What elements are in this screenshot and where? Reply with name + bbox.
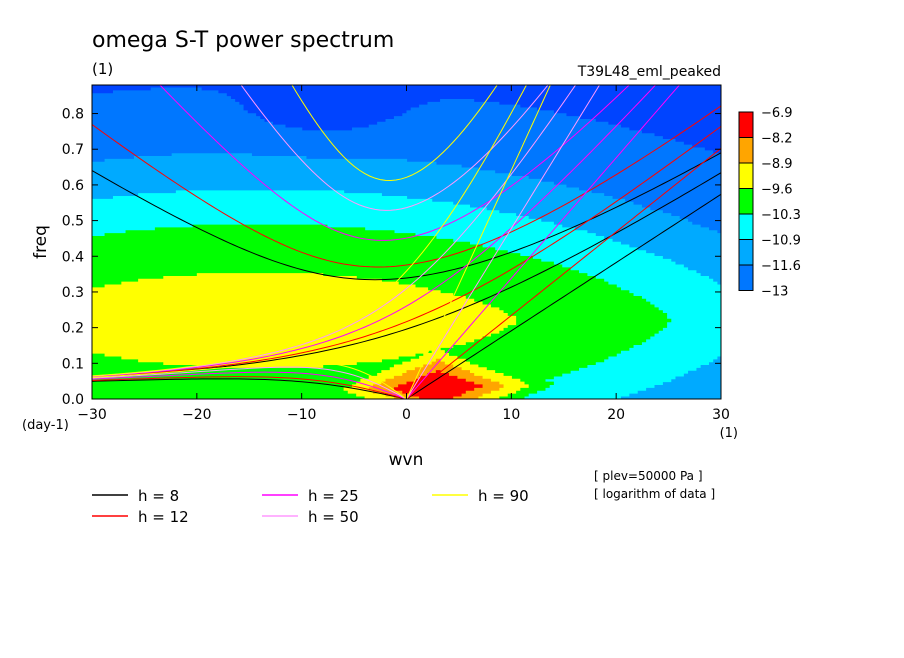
y-tick-label: 0.5	[62, 214, 84, 230]
x-tick-label: 30	[712, 407, 730, 423]
colorbar-level-label: −11.6	[761, 259, 801, 274]
colorbar-swatch	[738, 188, 754, 215]
y-tick-label: 0.3	[62, 285, 84, 301]
colorbar-level-label: −13	[761, 285, 788, 300]
y-tick-label: 0.0	[62, 392, 84, 408]
y-tick-label: 0.8	[62, 107, 84, 123]
legend-label-h25: h = 25	[308, 487, 359, 505]
dispersion-curve-h90-2	[291, 85, 498, 181]
dispersion-curve-h25-2	[159, 85, 630, 241]
note-plev: [ plev=50000 Pa ]	[594, 469, 703, 483]
colorbar-level-label: −10.3	[761, 208, 801, 223]
colorbar-level-label: −9.6	[761, 183, 793, 198]
colorbar-level-label: −8.2	[761, 132, 793, 147]
dispersion-curve-h8-3	[92, 378, 407, 399]
dispersion-curve-h50-3	[92, 366, 407, 399]
legend: h = 8 h = 12 h = 25 h = 50 h = 90	[92, 487, 529, 526]
dispersion-curve-h50-1	[92, 85, 577, 377]
x-tick-label: 10	[502, 407, 520, 423]
dispersion-curve-h12-3	[92, 376, 407, 399]
colorbar: −6.9 −8.2 −8.9 −9.6 −10.3 −10.9 −11.6 −13	[738, 106, 801, 300]
chart-subtitle: (1)	[92, 60, 113, 78]
y-tick-label: 0.4	[62, 249, 84, 265]
legend-label-h50: h = 50	[308, 508, 359, 526]
y-unit-label: (day-1)	[22, 418, 69, 433]
chart-title: omega S-T power spectrum	[92, 28, 394, 53]
colorbar-swatch	[738, 264, 754, 291]
x-tick-label: 0	[402, 407, 411, 423]
dispersion-curve-h25-0	[406, 85, 681, 399]
colorbar-swatch	[738, 239, 754, 266]
plot-area	[92, 85, 721, 399]
contour-layers	[92, 87, 721, 399]
colorbar-swatch	[738, 137, 754, 164]
dispersion-curve-h50-2	[240, 85, 549, 211]
y-tick-label: 0.6	[62, 178, 84, 194]
colorbar-level-label: −6.9	[761, 106, 793, 121]
colorbar-swatch	[738, 213, 754, 240]
x-axis-label: wvn	[389, 450, 424, 470]
dispersion-curve-h12-0	[406, 147, 721, 399]
x-axis: −30 −20 −10 0 10 20 30	[77, 85, 730, 423]
colorbar-level-label: −8.9	[761, 157, 793, 172]
dispersion-curve-h8-0	[406, 193, 721, 399]
run-label: T39L48_eml_peaked	[577, 64, 721, 80]
x-tick-label: 20	[607, 407, 625, 423]
y-tick-label: 0.7	[62, 142, 84, 158]
x-tick-label: −30	[77, 407, 107, 423]
dispersion-curve-h90-1	[92, 85, 528, 377]
dispersion-curves	[92, 85, 721, 399]
x-unit-label: (1)	[720, 426, 738, 441]
legend-label-h8: h = 8	[138, 487, 179, 505]
dispersion-curve-h12-2	[92, 105, 721, 268]
dispersion-curve-h90-3	[92, 361, 407, 399]
colorbar-swatch	[738, 111, 754, 138]
dispersion-curve-h12-1	[92, 125, 721, 378]
y-tick-label: 0.1	[62, 356, 84, 372]
note-log: [ logarithm of data ]	[594, 487, 715, 501]
dispersion-curve-h90-0	[406, 85, 551, 399]
y-axis-label: freq	[31, 225, 51, 259]
y-tick-label: 0.2	[62, 321, 84, 337]
y-axis: 0.0 0.1 0.2 0.3 0.4 0.5 0.6 0.7 0.8	[62, 107, 721, 408]
colorbar-level-label: −10.9	[761, 234, 801, 249]
x-tick-label: −10	[287, 407, 317, 423]
dispersion-curve-h25-3	[92, 371, 407, 399]
dispersion-curve-h25-1	[92, 85, 657, 378]
colorbar-swatch	[738, 162, 754, 189]
legend-label-h12: h = 12	[138, 508, 189, 526]
dispersion-curve-h50-0	[406, 85, 601, 399]
x-tick-label: −20	[182, 407, 212, 423]
legend-label-h90: h = 90	[478, 487, 529, 505]
dispersion-curve-h8-2	[92, 152, 721, 281]
